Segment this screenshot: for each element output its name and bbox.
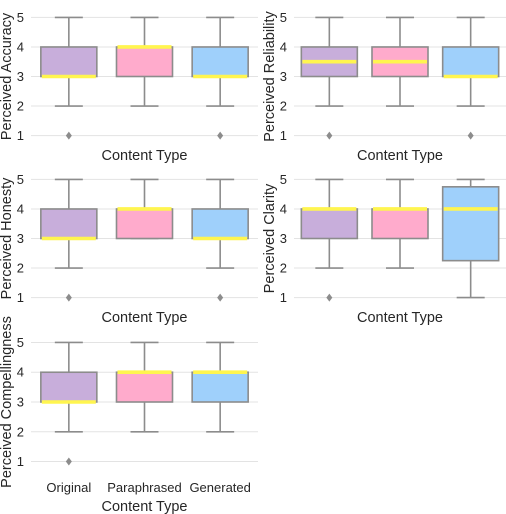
subplot-0: 1 2 3 4 5 Content Type Perceived Accuracy — [0, 10, 258, 164]
y-tick-label-2: 2 — [17, 261, 24, 276]
y-tick-label-5: 5 — [17, 172, 24, 187]
box-paraphrased — [115, 178, 174, 240]
box-original — [40, 178, 98, 302]
box-body — [191, 208, 249, 240]
outlier-point — [326, 131, 333, 140]
outlier-point — [326, 293, 333, 302]
subplot-3: 1 2 3 4 5 Content Type Perceived Clarity — [262, 172, 506, 326]
outlier-point — [65, 293, 72, 302]
y-tick-label-2: 2 — [280, 261, 287, 276]
outlier-point — [65, 457, 72, 466]
box-body — [40, 46, 98, 78]
y-tick-label-5: 5 — [280, 10, 287, 25]
x-axis-label: Content Type — [357, 148, 443, 164]
x-tick-label-original: Original — [46, 480, 91, 495]
x-axis-label: Content Type — [102, 148, 188, 164]
box-original — [300, 16, 359, 140]
y-tick-label-5: 5 — [280, 172, 287, 187]
box-generated — [191, 341, 249, 433]
y-tick-label-5: 5 — [17, 335, 24, 350]
y-tick-label-4: 4 — [17, 201, 24, 216]
box-body — [40, 371, 98, 403]
y-tick-label-1: 1 — [17, 128, 24, 143]
y-tick-label-2: 2 — [17, 99, 24, 114]
box-body — [115, 46, 174, 78]
y-tick-label-1: 1 — [280, 290, 287, 305]
x-tick-label-generated: Generated — [189, 480, 250, 495]
box-generated — [191, 178, 249, 302]
y-tick-label-5: 5 — [17, 10, 24, 25]
box-original — [40, 16, 98, 140]
box-body — [191, 371, 249, 403]
box-paraphrased — [371, 178, 429, 269]
y-tick-label-3: 3 — [17, 395, 24, 410]
y-tick-label-1: 1 — [280, 128, 287, 143]
box-body — [115, 371, 174, 403]
x-tick-label-paraphrased: Paraphrased — [107, 480, 181, 495]
y-tick-label-3: 3 — [280, 69, 287, 84]
y-axis-label: Perceived Honesty — [0, 177, 15, 299]
y-tick-label-1: 1 — [17, 290, 24, 305]
y-tick-label-4: 4 — [17, 365, 24, 380]
outlier-point — [217, 293, 224, 302]
box-paraphrased — [371, 16, 429, 107]
y-tick-label-2: 2 — [280, 99, 287, 114]
y-tick-label-4: 4 — [17, 39, 24, 54]
box-original — [40, 341, 98, 466]
y-tick-label-3: 3 — [280, 231, 287, 246]
y-tick-label-3: 3 — [17, 69, 24, 84]
y-tick-label-4: 4 — [280, 201, 287, 216]
box-body — [441, 46, 500, 78]
y-tick-label-4: 4 — [280, 39, 287, 54]
box-body — [441, 186, 500, 262]
x-axis-label: Content Type — [102, 310, 188, 326]
x-axis-label: Content Type — [102, 499, 188, 514]
box-paraphrased — [115, 341, 174, 433]
box-body — [371, 208, 429, 240]
y-tick-label-2: 2 — [17, 424, 24, 439]
x-axis-label: Content Type — [357, 310, 443, 326]
box-original — [300, 178, 359, 302]
subplot-4: 1 2 3 4 5 Original Paraphrased GeneratedContent… — [0, 316, 258, 514]
y-tick-label-3: 3 — [17, 231, 24, 246]
box-generated — [441, 178, 500, 299]
box-paraphrased — [115, 16, 174, 107]
y-axis-label: Perceived Accuracy — [0, 12, 15, 140]
y-tick-label-1: 1 — [17, 454, 24, 469]
outlier-point — [217, 131, 224, 140]
y-axis-label: Perceived Reliability — [262, 10, 278, 141]
box-generated — [191, 16, 249, 140]
y-axis-label: Perceived Clarity — [262, 183, 278, 293]
box-generated — [441, 16, 500, 140]
box-body — [191, 46, 249, 78]
box-body — [300, 208, 359, 240]
outlier-point — [65, 131, 72, 140]
box-body — [115, 208, 174, 240]
outlier-point — [467, 131, 474, 140]
y-axis-label: Perceived Compellingness — [0, 316, 15, 488]
subplot-2: 1 2 3 4 5 Content Type Perceived Honesty — [0, 172, 258, 326]
subplot-1: 1 2 3 4 5 Content Type Perceived Reliability — [262, 10, 506, 164]
box-body — [40, 208, 98, 240]
